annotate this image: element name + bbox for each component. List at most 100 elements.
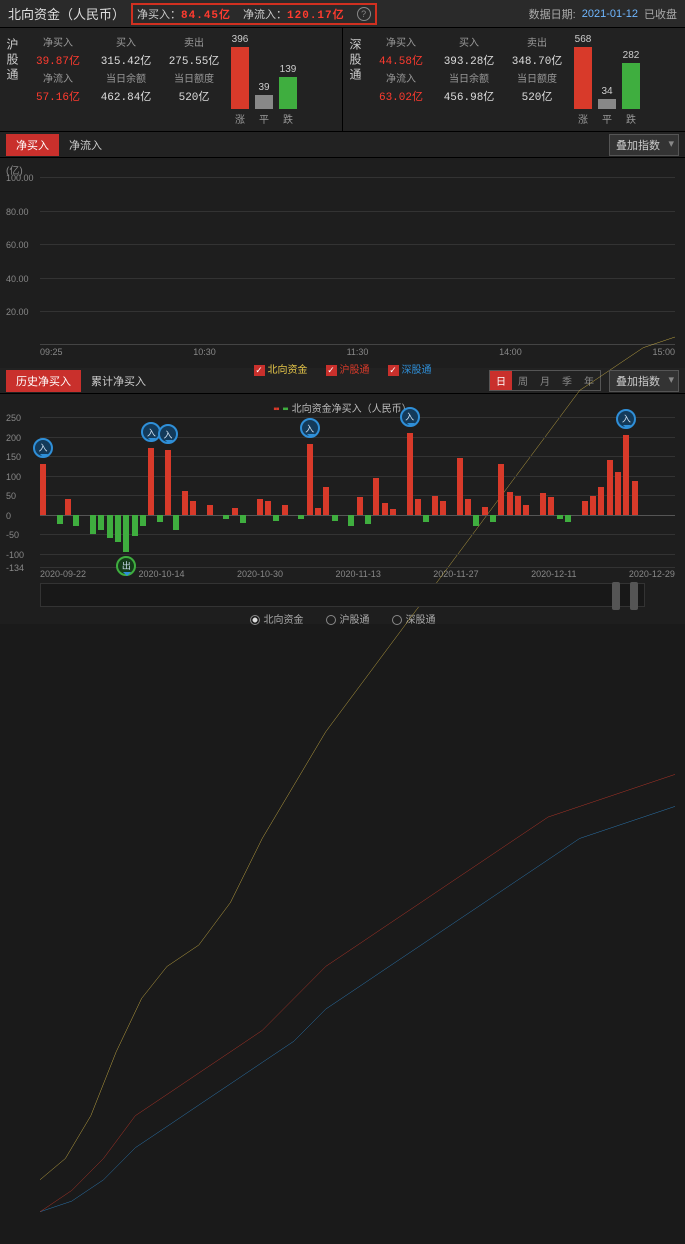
netflow-value: 120.17亿 [287,10,345,22]
hist-bar[interactable] [348,515,354,526]
cell: 348.70亿 [504,52,570,70]
hist-bar[interactable] [623,435,629,515]
hist-bar[interactable] [232,508,238,515]
hist-bar[interactable] [440,501,446,515]
hist-bar[interactable] [65,499,71,515]
hist-bar[interactable] [390,509,396,515]
hist-bar[interactable] [548,497,554,515]
hist-bar[interactable] [607,460,613,515]
hist-bar[interactable] [207,505,213,515]
marker-bubble[interactable]: 入 [33,438,53,458]
market-status: 已收盘 [644,6,677,22]
hist-bar[interactable] [515,496,521,515]
hist-bar[interactable] [307,444,313,514]
col-head: 买入 [436,34,502,52]
marker-bubble[interactable]: 出 [116,556,136,576]
line-chart[interactable]: 100.0080.0060.0040.0020.00 [40,177,675,345]
hist-bar[interactable] [182,491,188,514]
hist-bar[interactable] [457,458,463,515]
col-head: 卖出 [161,34,227,52]
hist-bar[interactable] [598,487,604,514]
marker-bubble[interactable]: 入 [158,424,178,444]
gridline: 100 [40,476,675,477]
panel-0: 沪股通净买入买入卖出39.87亿315.42亿275.55亿净流入当日余额当日额… [0,28,343,131]
hist-bar[interactable] [265,501,271,515]
hist-bar[interactable] [298,515,304,519]
hist-bar[interactable] [407,433,413,515]
cell: 44.58亿 [368,52,434,70]
hist-bar[interactable] [165,450,171,514]
tab-净流入[interactable]: 净流入 [59,134,112,156]
panel-name: 深股通 [345,34,366,129]
hist-bar[interactable] [223,515,229,519]
gridline: 250 [40,417,675,418]
cell: 57.16亿 [25,88,91,106]
hist-bar[interactable] [273,515,279,521]
hist-bar[interactable] [190,501,196,515]
hist-bar[interactable] [323,487,329,514]
hist-bar[interactable] [332,515,338,521]
minimap-handle-right[interactable] [630,582,638,610]
hist-bar[interactable] [582,501,588,515]
cell: 275.55亿 [161,52,227,70]
col-head: 卖出 [504,34,570,52]
hist-bar[interactable] [615,472,621,515]
hist-bar[interactable] [523,505,529,515]
hist-bar[interactable] [157,515,163,523]
col-head: 净买入 [25,34,91,52]
hist-bar[interactable] [632,481,638,514]
hist-bar[interactable] [507,492,513,515]
minimap[interactable] [40,583,645,607]
overlay-select-2[interactable]: 叠加指数 [609,370,679,392]
hist-bar[interactable] [107,515,113,538]
hist-bar[interactable] [282,505,288,515]
line-chart-area: (亿) 100.0080.0060.0040.0020.00 09:2510:3… [0,158,685,368]
hist-bar[interactable] [415,499,421,515]
hist-bar[interactable] [132,515,138,536]
date-value[interactable]: 2021-01-12 [582,8,638,20]
marker-bubble[interactable]: 入 [400,407,420,427]
col-head: 净流入 [368,70,434,88]
hist-bar[interactable] [498,464,504,515]
hist-bar[interactable] [365,515,371,525]
hist-bar[interactable] [490,515,496,522]
hist-bar[interactable] [590,496,596,515]
hist-bar[interactable] [315,508,321,515]
col-head: 买入 [93,34,159,52]
hist-bar[interactable] [240,515,246,524]
hist-bar[interactable] [423,515,429,523]
hist-bar[interactable] [90,515,96,535]
hist-bar[interactable] [557,515,563,519]
hist-bar[interactable] [473,515,479,527]
hist-bar[interactable] [148,448,154,514]
minimap-handle-left[interactable] [612,582,620,610]
hist-bar[interactable] [257,499,263,515]
hist-bar[interactable] [482,507,488,515]
hist-bar[interactable] [540,493,546,514]
col-head: 当日额度 [504,70,570,88]
hist-bar[interactable] [382,503,388,515]
hist-bar[interactable] [465,499,471,515]
hist-bar[interactable] [115,515,121,542]
overlay-select[interactable]: 叠加指数 [609,134,679,156]
hist-bar[interactable] [140,515,146,527]
marker-bubble[interactable]: 入 [300,418,320,438]
marker-bubble[interactable]: 入 [616,409,636,429]
bar-chart[interactable]: 250200150100500-50-100-134入出入入入入入 [40,417,675,567]
hist-bar[interactable] [432,496,438,515]
hist-bar[interactable] [98,515,104,531]
help-icon[interactable]: ? [357,7,371,21]
hist-bar[interactable] [373,478,379,515]
hist-bar[interactable] [357,497,363,515]
hist-bar[interactable] [57,515,63,525]
tab-历史净买入[interactable]: 历史净买入 [6,370,81,392]
gridline: 150 [40,456,675,457]
hist-bar[interactable] [123,515,129,552]
hist-bar[interactable] [565,515,571,522]
col-head: 当日余额 [436,70,502,88]
tab-净买入[interactable]: 净买入 [6,134,59,156]
hist-bar[interactable] [173,515,179,531]
hist-bar[interactable] [40,464,46,515]
hist-bar[interactable] [73,515,79,527]
tab-累计净买入[interactable]: 累计净买入 [81,370,156,392]
